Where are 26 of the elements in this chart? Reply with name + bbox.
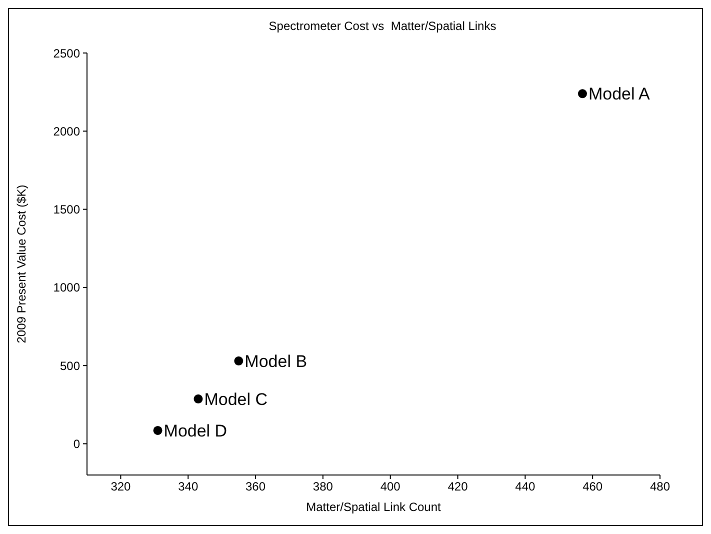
x-tick-label: 440 [515,480,536,494]
x-tick-label: 320 [110,480,132,494]
point [578,89,587,98]
annotation: Model C [204,390,268,409]
x-tick-label: 360 [246,480,266,494]
x-tick-label: 420 [448,480,468,494]
y-tick-label: 1500 [53,202,80,217]
x-tick-label: 480 [650,480,670,494]
y-tick-label: 0 [73,437,80,451]
x-tick-label: 400 [380,480,401,494]
point [234,356,244,366]
chart-title: Spectrometer Cost vs Matter/Spatial Links [268,19,498,33]
point [194,394,203,404]
x-tick-label: 460 [582,480,603,494]
y-axis-title: 2009 Present Value Cost ($K) [14,184,28,344]
y-tick-label: 500 [60,358,80,373]
x-axis-title: Matter/Spatial Link Count [306,500,442,514]
y-tick-label: 2000 [53,124,80,138]
y-tick-label: 2500 [53,46,80,60]
annotation: Model B [244,352,308,371]
annotation: Model A [588,84,651,104]
point [153,426,162,435]
x-tick-label: 340 [178,480,198,494]
annotation: Model D [164,421,228,440]
y-tick-label: 1000 [53,280,80,295]
x-tick-label: 380 [312,480,334,494]
